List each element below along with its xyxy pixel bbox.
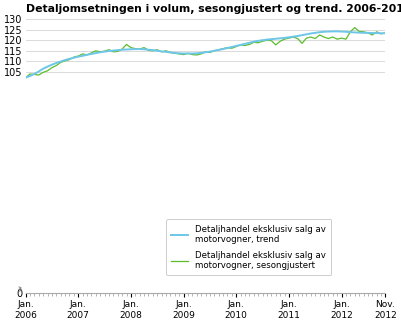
Text: Detaljomsetningen i volum, sesongjustert og trend. 2006-2012: Detaljomsetningen i volum, sesongjustert…	[26, 4, 401, 14]
Legend: Detaljhandel eksklusiv salg av
motorvogner, trend, Detaljhandel eksklusiv salg a: Detaljhandel eksklusiv salg av motorvogn…	[166, 219, 331, 275]
